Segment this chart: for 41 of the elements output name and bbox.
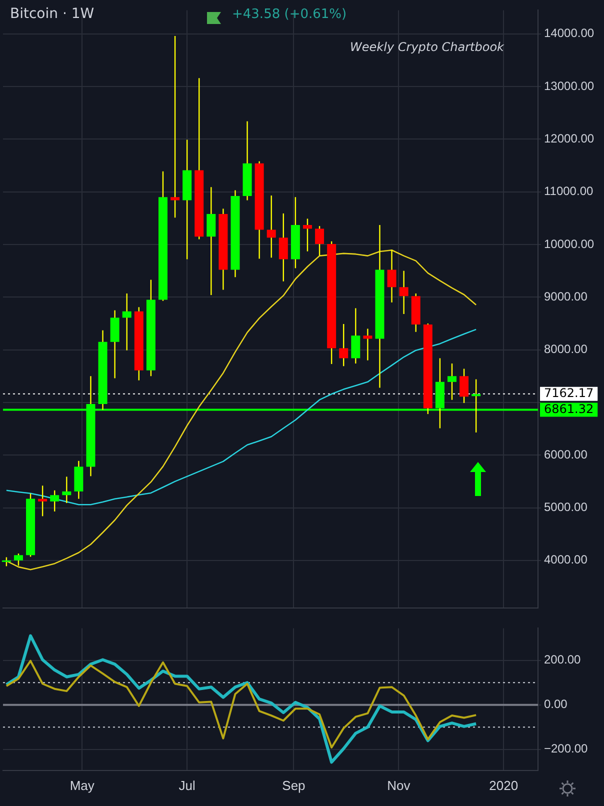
candlestick bbox=[206, 186, 216, 296]
candlestick bbox=[447, 362, 456, 400]
ref-line-label: 7162.17 bbox=[544, 386, 594, 400]
candlestick bbox=[399, 270, 408, 315]
candlestick bbox=[351, 308, 360, 364]
candlestick bbox=[62, 476, 72, 504]
y-tick-label: 0.00 bbox=[544, 697, 568, 712]
y-tick-label: 14000.00 bbox=[544, 26, 594, 40]
y-tick-label: 6000.00 bbox=[544, 447, 588, 462]
y-tick-label: 8000.00 bbox=[544, 342, 588, 356]
candlestick bbox=[302, 218, 312, 252]
y-tick-label: 10000.00 bbox=[544, 236, 594, 251]
y-tick-label: 12000.00 bbox=[544, 132, 594, 146]
candlestick bbox=[387, 249, 396, 304]
y-tick-label: 11000.00 bbox=[544, 184, 594, 198]
y-tick-label: 4000.00 bbox=[544, 552, 588, 567]
candlestick bbox=[50, 490, 60, 512]
ref-line-label: 6861.32 bbox=[544, 402, 594, 416]
candlestick bbox=[170, 35, 180, 218]
y-tick-label: 5000.00 bbox=[544, 500, 588, 514]
candlestick bbox=[339, 323, 348, 367]
candlestick bbox=[460, 368, 469, 404]
candlestick bbox=[14, 552, 23, 566]
candlestick bbox=[363, 328, 372, 361]
y-tick-label: −200.00 bbox=[544, 742, 588, 756]
annotation: Weekly Crypto Chartbook bbox=[350, 40, 504, 54]
candlestick bbox=[315, 225, 324, 256]
x-tick-label: Nov bbox=[387, 778, 411, 793]
y-tick-label: 200.00 bbox=[544, 652, 582, 667]
y-tick-label: 9000.00 bbox=[544, 289, 588, 304]
x-tick-label: Jul bbox=[178, 778, 196, 793]
candlestick bbox=[38, 485, 48, 517]
candlestick bbox=[266, 194, 276, 258]
candlestick bbox=[122, 292, 132, 351]
chart-subtitle: +43.58 (+0.61%) bbox=[232, 7, 347, 22]
x-tick-label: May bbox=[70, 778, 95, 793]
chart-title: Bitcoin · 1W bbox=[10, 6, 94, 22]
y-tick-label: 13000.00 bbox=[544, 78, 594, 93]
candlestick bbox=[278, 212, 288, 282]
x-tick-label: Sep bbox=[282, 778, 306, 793]
x-tick-label: 2020 bbox=[489, 778, 518, 793]
